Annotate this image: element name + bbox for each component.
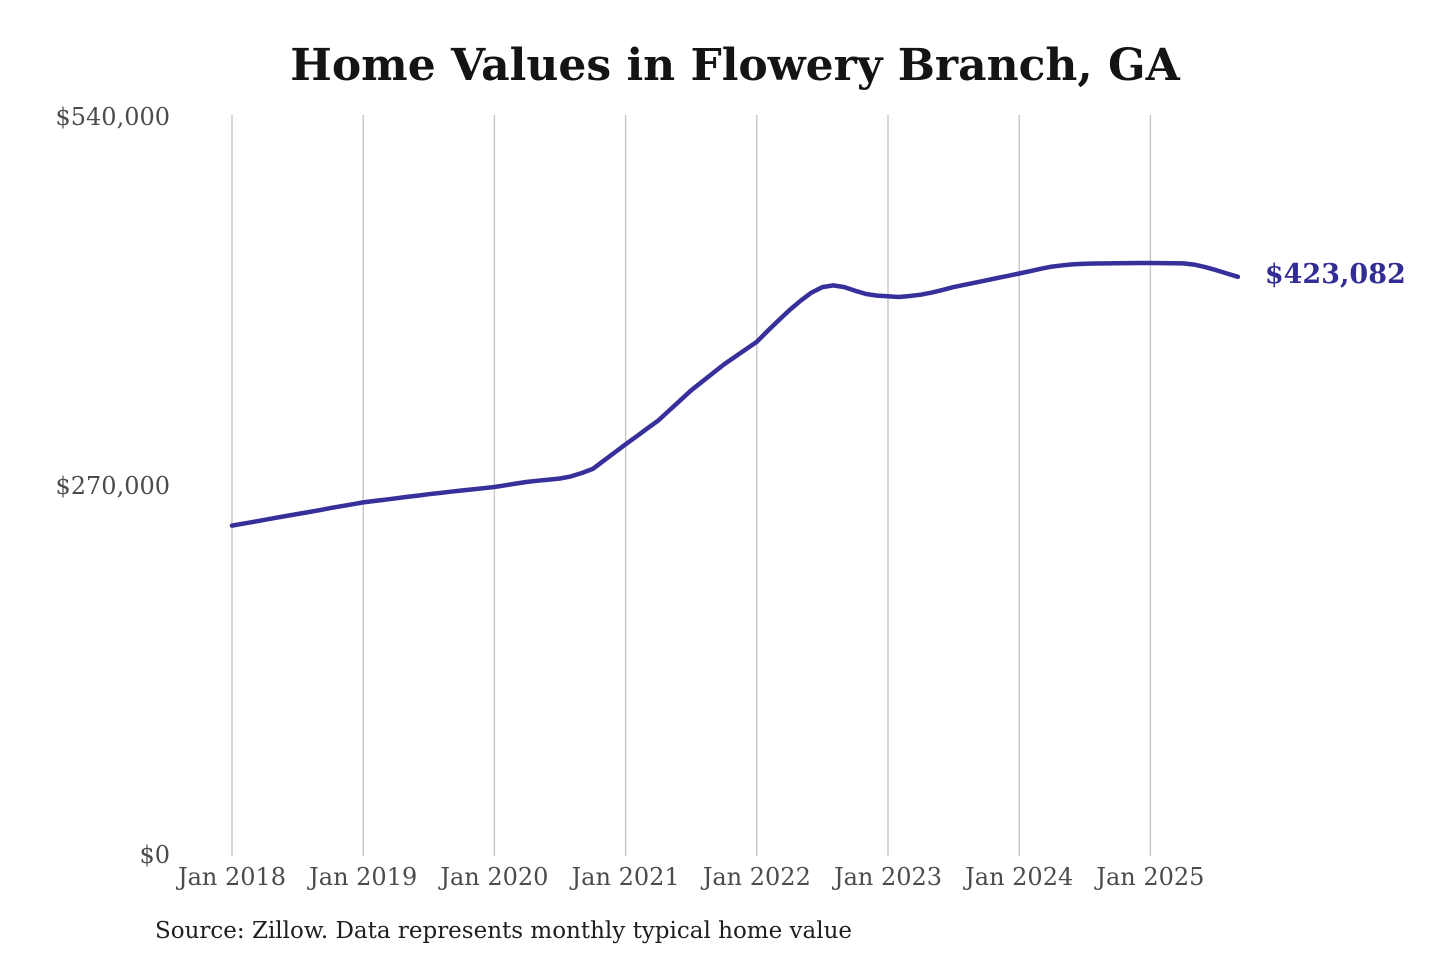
x-tick-label: Jan 2020	[440, 863, 549, 891]
x-tick-label: Jan 2025	[1096, 863, 1205, 891]
source-note: Source: Zillow. Data represents monthly …	[155, 918, 853, 944]
y-tick-label: $0	[139, 841, 170, 869]
home-value-line	[229, 260, 1241, 528]
y-tick-label: $270,000	[55, 472, 170, 500]
x-tick-label: Jan 2022	[702, 863, 811, 891]
latest-value-label: $423,082	[1264, 258, 1406, 290]
y-tick-label: $540,000	[55, 103, 170, 131]
chart-title: Home Values in Flowery Branch, GA	[290, 40, 1180, 91]
x-tick-label: Jan 2018	[177, 863, 287, 891]
x-tick-label: Jan 2021	[571, 863, 680, 891]
x-tick-label: Jan 2024	[965, 863, 1074, 891]
x-tick-label: Jan 2023	[833, 863, 943, 891]
x-tick-label: Jan 2019	[309, 863, 418, 891]
gridlines-group	[231, 115, 1152, 856]
